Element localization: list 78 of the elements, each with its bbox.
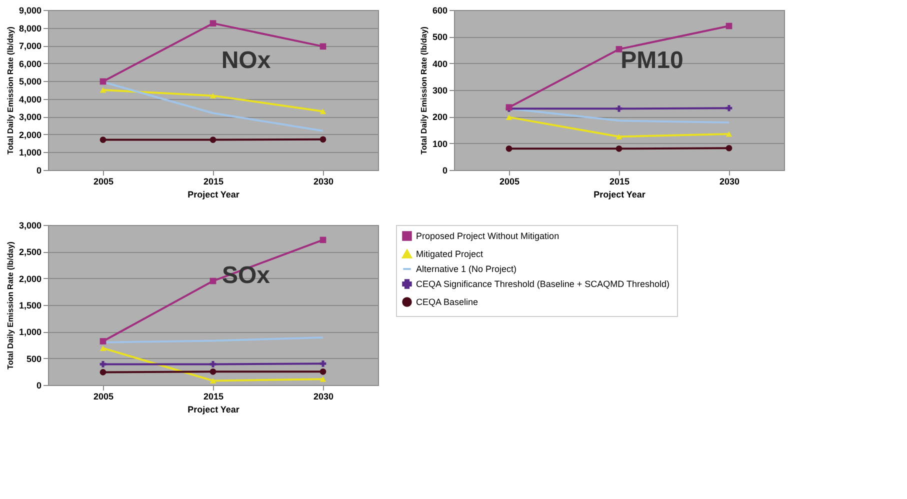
- point: [210, 92, 216, 98]
- legend-label: Alternative 1 (No Project): [416, 264, 517, 274]
- point: [320, 136, 326, 143]
- point: [320, 376, 326, 382]
- y-tick-label: 8,000: [18, 23, 42, 34]
- y-tick-label: 7,000: [18, 41, 42, 52]
- y-tick-label: 0: [442, 166, 448, 176]
- point: [100, 136, 106, 143]
- point: [210, 378, 216, 384]
- text: SOx: [222, 262, 271, 290]
- point: [616, 46, 622, 52]
- y-tick-label: 100: [432, 138, 448, 149]
- x-tick-label: 2015: [609, 176, 630, 186]
- point: [210, 368, 216, 375]
- y-axis-title: Total Daily Emission Rate (lb/day): [6, 26, 15, 154]
- y-tick-label: 600: [432, 6, 448, 16]
- y-tick-label: 300: [432, 86, 448, 96]
- point: [210, 20, 216, 26]
- x-axis-title: Project Year: [188, 404, 240, 414]
- x-tick-label: 2005: [499, 176, 520, 186]
- y-axis-title: Total Daily Emission Rate (lb/day): [419, 26, 428, 154]
- x-axis-title: Project Year: [188, 190, 240, 200]
- point: [726, 104, 732, 112]
- point: [320, 108, 326, 114]
- y-axis-title: Total Daily Emission Rate (lb/day): [6, 241, 15, 370]
- point: [726, 144, 732, 152]
- y-tick-label: 1,500: [18, 300, 42, 310]
- y-tick-label: 500: [26, 354, 42, 364]
- legend-label: Mitigated Project: [416, 249, 484, 259]
- point: [210, 278, 216, 284]
- point: [320, 43, 326, 50]
- point: [100, 345, 106, 351]
- y-tick-label: 3,000: [18, 220, 42, 230]
- x-tick-label: 2030: [313, 176, 334, 186]
- point: [320, 360, 326, 367]
- point: [100, 369, 106, 376]
- point: [100, 361, 106, 368]
- y-tick-label: 5,000: [18, 76, 42, 87]
- point: [726, 22, 732, 30]
- point: [100, 78, 106, 85]
- y-tick-label: 2,000: [18, 130, 42, 140]
- y-tick-label: 4,000: [18, 94, 42, 104]
- y-tick-label: 6,000: [18, 58, 42, 69]
- point: [100, 87, 106, 93]
- x-tick-label: 2030: [313, 392, 334, 402]
- point: [726, 131, 732, 137]
- point: [616, 134, 622, 140]
- x-tick-label: 2015: [203, 392, 224, 402]
- point: [616, 106, 622, 112]
- point: [210, 136, 216, 143]
- x-tick-label: 2005: [93, 392, 114, 402]
- point: [506, 114, 512, 120]
- x-tick-label: 2005: [93, 176, 114, 186]
- y-tick-label: 1,000: [18, 327, 42, 338]
- legend-label: CEQA Significance Threshold (Baseline + SCAQMD Threshold): [416, 279, 670, 289]
- point: [100, 338, 106, 344]
- point: [210, 361, 216, 368]
- x-tick-label: 2030: [719, 176, 740, 186]
- legend-label: CEQA Baseline: [416, 297, 478, 307]
- y-tick-label: 3,000: [18, 112, 42, 122]
- point: [506, 146, 512, 152]
- point: [616, 146, 622, 152]
- y-tick-label: 200: [432, 112, 448, 122]
- legend-label: Proposed Project Without Mitigation: [416, 231, 560, 241]
- y-tick-label: 1,000: [18, 148, 42, 158]
- y-tick-label: 400: [432, 58, 448, 69]
- y-tick-label: 0: [36, 380, 42, 390]
- x-axis-title: Project Year: [594, 190, 646, 200]
- text: NOx: [221, 47, 272, 74]
- y-tick-label: 2,500: [18, 247, 42, 258]
- y-tick-label: 2,000: [18, 274, 42, 284]
- point: [320, 368, 326, 375]
- x-tick-label: 2015: [203, 176, 224, 186]
- y-tick-label: 500: [432, 32, 448, 42]
- point: [320, 236, 326, 244]
- y-tick-label: 9,000: [18, 6, 42, 16]
- y-tick-label: 0: [36, 166, 42, 176]
- text: PM10: [620, 47, 684, 74]
